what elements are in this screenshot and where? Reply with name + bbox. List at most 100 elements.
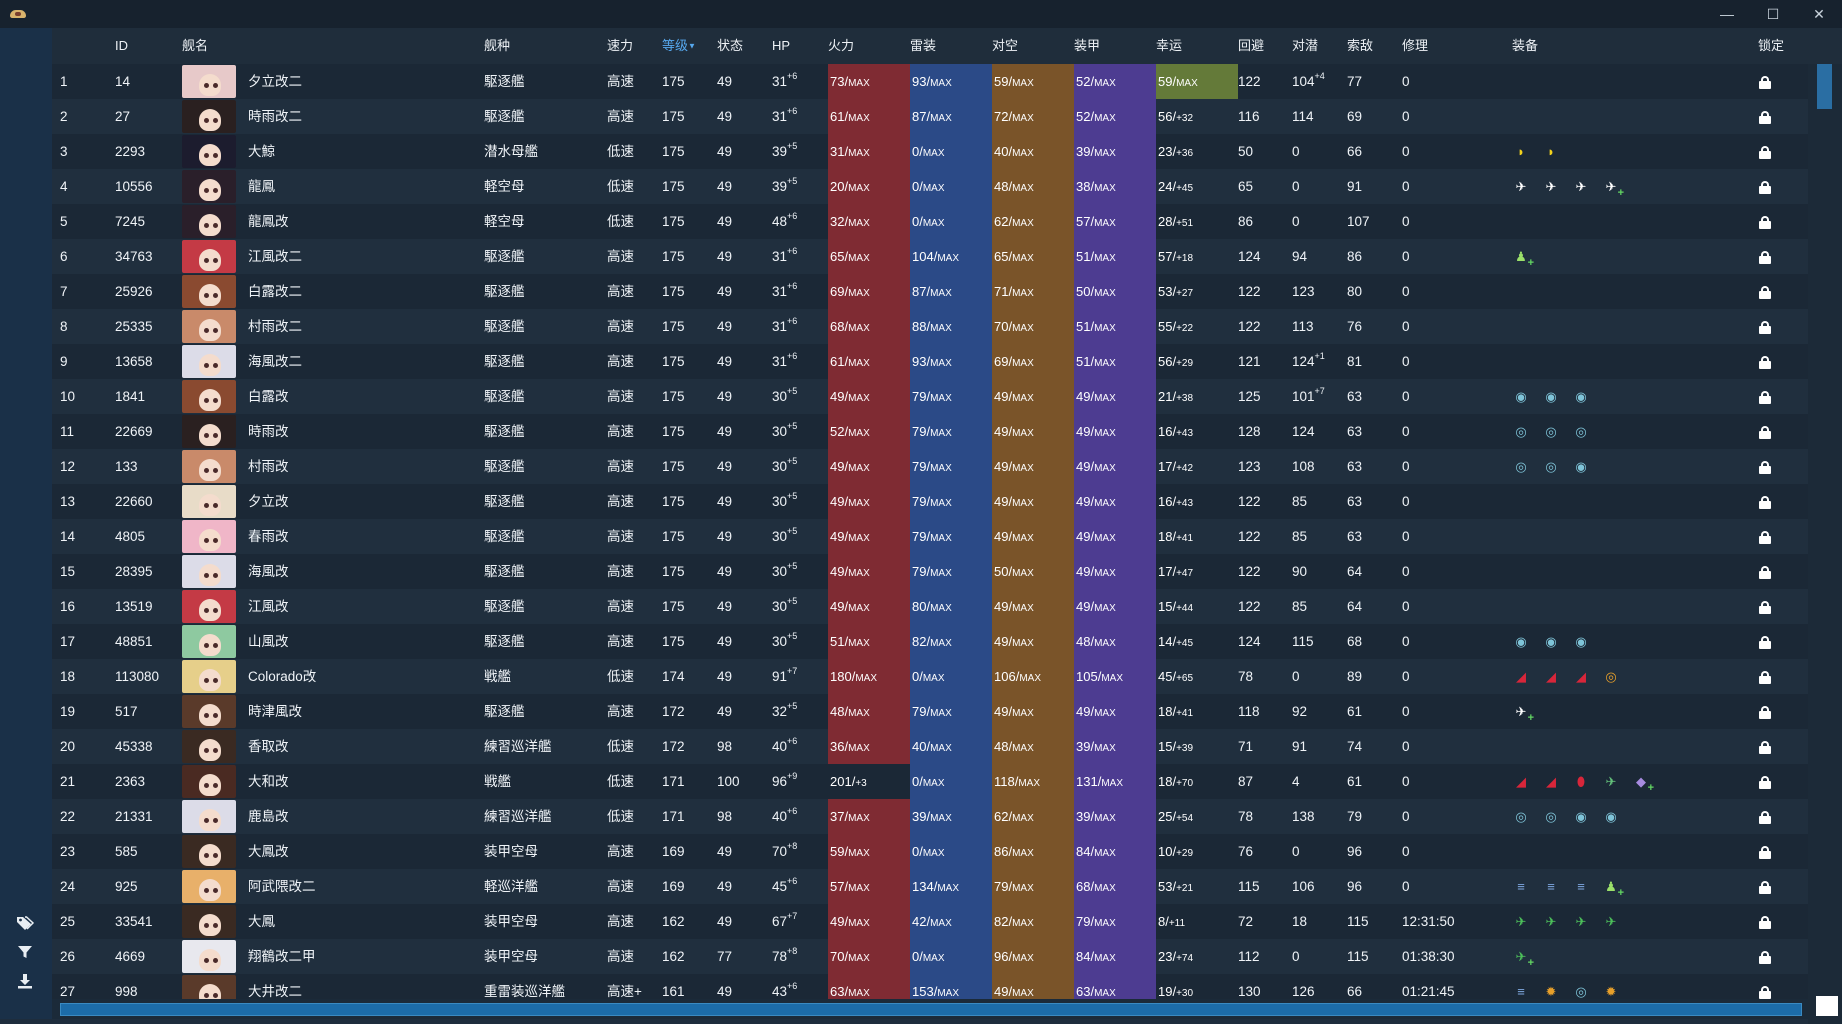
depth-charge-icon[interactable]: ◉ (1570, 806, 1592, 828)
lock-icon[interactable] (1759, 461, 1771, 474)
lock-icon[interactable] (1759, 146, 1771, 159)
header-speed[interactable]: 速力 (607, 38, 634, 53)
header-evasion[interactable]: 回避 (1238, 38, 1265, 53)
header-lock[interactable]: 锁定 (1758, 38, 1785, 53)
depth-charge-icon[interactable]: ◉ (1510, 631, 1532, 653)
header-hp[interactable]: HP (772, 38, 791, 53)
table-row[interactable]: 10 1841 白露改 駆逐艦 高速 175 49 30+5 49/MAX 79/MAX 49/MA… (52, 379, 1808, 414)
table-row[interactable]: 14 4805 春雨改 駆逐艦 高速 175 49 30+5 49/MAX 79/MAX 49/MA… (52, 519, 1808, 554)
header-los[interactable]: 索敌 (1347, 38, 1374, 53)
lock-icon[interactable] (1759, 426, 1771, 439)
table-row[interactable]: 18 113080 Colorado改 戦艦 低速 174 49 91+7 180/MAX 0/M… (52, 659, 1808, 694)
depth-charge-icon[interactable]: ◉ (1540, 631, 1562, 653)
fighter-plane-icon[interactable]: ✈ + (1510, 701, 1534, 724)
lock-icon[interactable] (1759, 671, 1771, 684)
depth-charge-icon[interactable]: ◉ (1570, 456, 1592, 478)
lock-icon[interactable] (1759, 531, 1771, 544)
table-row[interactable]: 3 2293 大鯨 潜水母艦 低速 175 49 39+5 31/MAX 0/MAX 40/MAX 3… (52, 134, 1808, 169)
header-equipment[interactable]: 装备 (1512, 38, 1539, 53)
header-condition[interactable]: 状态 (717, 38, 744, 53)
header-firepower[interactable]: 火力 (828, 38, 855, 53)
table-row[interactable]: 6 34763 江風改二 駆逐艦 高速 175 49 31+6 65/MAX 104/MAX 65/… (52, 239, 1808, 274)
table-row[interactable]: 1 14 夕立改二 駆逐艦 高速 175 49 31+6 73/MAX 93/MAX 59/MAX 5… (52, 64, 1808, 99)
sun-gear-icon[interactable]: ✹ (1600, 981, 1622, 1003)
lock-icon[interactable] (1759, 846, 1771, 859)
attacker-plane-icon[interactable]: ✈ (1600, 911, 1622, 933)
table-row[interactable]: 9 13658 海風改二 駆逐艦 高速 175 49 31+6 61/MAX 93/MAX 69/M… (52, 344, 1808, 379)
header-repair[interactable]: 修理 (1402, 38, 1429, 53)
bomber-plane-icon[interactable]: ✈ (1540, 911, 1562, 933)
torpedo-icon[interactable]: ≡ (1510, 981, 1532, 1003)
sonar-icon[interactable]: ◎ (1510, 421, 1532, 443)
fighter-plane-icon[interactable]: ✈ + (1510, 946, 1534, 969)
lock-icon[interactable] (1759, 811, 1771, 824)
lock-icon[interactable] (1759, 741, 1771, 754)
header-asw[interactable]: 对潜 (1292, 38, 1319, 53)
lock-icon[interactable] (1759, 776, 1771, 789)
table-row[interactable]: 16 13519 江風改 駆逐艦 高速 175 49 30+5 49/MAX 80/MAX 49/M… (52, 589, 1808, 624)
table-row[interactable]: 5 7245 龍鳳改 軽空母 低速 175 49 48+6 32/MAX 0/MAX 62/MAX 5… (52, 204, 1808, 239)
lock-icon[interactable] (1759, 881, 1771, 894)
table-row[interactable]: 22 21331 鹿島改 練習巡洋艦 低速 171 98 40+6 37/MAX 39/MAX 62… (52, 799, 1808, 834)
sonar-icon[interactable]: ◎ (1510, 456, 1532, 478)
lock-icon[interactable] (1759, 356, 1771, 369)
table-row[interactable]: 21 2363 大和改 戦艦 低速 171 100 96+9 201/+3 0/MAX 118/MA… (52, 764, 1808, 799)
lock-icon[interactable] (1759, 951, 1771, 964)
header-type[interactable]: 舰种 (484, 38, 511, 53)
lookout-personnel-icon[interactable]: ♟ + (1600, 876, 1624, 899)
tag-icon[interactable] (14, 912, 36, 934)
fighter-plane-icon[interactable]: ✈ (1540, 176, 1562, 198)
lock-icon[interactable] (1759, 566, 1771, 579)
fighter-plane-icon[interactable]: ✈ (1510, 911, 1532, 933)
lock-icon[interactable] (1759, 916, 1771, 929)
lock-icon[interactable] (1759, 286, 1771, 299)
sonar-icon[interactable]: ◎ (1540, 806, 1562, 828)
lock-icon[interactable] (1759, 251, 1771, 264)
searchlight-icon[interactable]: ◗ (1510, 141, 1532, 163)
fighter-plane-icon[interactable]: ✈ + (1600, 176, 1624, 199)
torpedo-icon[interactable]: ≡ (1540, 876, 1562, 898)
header-level[interactable]: 等级▼ (662, 28, 696, 64)
filter-icon[interactable] (14, 941, 36, 963)
horizontal-scroll-thumb[interactable] (60, 1003, 1802, 1016)
table-row[interactable]: 7 25926 白露改二 駆逐艦 高速 175 49 31+6 69/MAX 87/MAX 71/M… (52, 274, 1808, 309)
vertical-scroll-thumb[interactable] (1817, 64, 1832, 109)
lock-icon[interactable] (1759, 986, 1771, 999)
fighter-plane-icon[interactable]: ✈ (1570, 176, 1592, 198)
vertical-scrollbar[interactable] (1808, 64, 1842, 1024)
table-row[interactable]: 11 22669 時雨改 駆逐艦 高速 175 49 30+5 52/MAX 79/MAX 49/M… (52, 414, 1808, 449)
lock-icon[interactable] (1759, 636, 1771, 649)
torpedo-icon[interactable]: ≡ (1510, 876, 1532, 898)
table-row[interactable]: 13 22660 夕立改 駆逐艦 高速 175 49 30+5 49/MAX 79/MAX 49/M… (52, 484, 1808, 519)
large-gun-icon[interactable]: ◢ (1510, 771, 1532, 793)
depth-charge-icon[interactable]: ◉ (1540, 386, 1562, 408)
table-row[interactable]: 15 28395 海風改 駆逐艦 高速 175 49 30+5 49/MAX 79/MAX 50/M… (52, 554, 1808, 589)
minimize-button[interactable]: — (1720, 6, 1734, 22)
torpedo-icon[interactable]: ≡ (1570, 876, 1592, 898)
lock-icon[interactable] (1759, 601, 1771, 614)
depth-charge-icon[interactable]: ◉ (1570, 631, 1592, 653)
table-row[interactable]: 19 517 時津風改 駆逐艦 高速 172 49 32+5 48/MAX 79/MAX 49/MA… (52, 694, 1808, 729)
large-gun-icon[interactable]: ◢ (1570, 666, 1592, 688)
sonar-icon[interactable]: ◎ (1570, 981, 1592, 1003)
table-row[interactable]: 12 133 村雨改 駆逐艦 高速 175 49 30+5 49/MAX 79/MAX 49/MAX… (52, 449, 1808, 484)
table-row[interactable]: 4 10556 龍鳳 軽空母 低速 175 49 39+5 20/MAX 0/MAX 48/MAX 3… (52, 169, 1808, 204)
lock-icon[interactable] (1759, 706, 1771, 719)
lock-icon[interactable] (1759, 216, 1771, 229)
sonar-icon[interactable]: ◎ (1570, 421, 1592, 443)
table-row[interactable]: 2 27 時雨改二 駆逐艦 高速 175 49 31+6 61/MAX 87/MAX 72/MAX 5… (52, 99, 1808, 134)
lookout-personnel-icon[interactable]: ♟ + (1510, 246, 1534, 269)
table-row[interactable]: 20 45338 香取改 練習巡洋艦 低速 172 98 40+6 36/MAX 40/MAX 48… (52, 729, 1808, 764)
large-gun-icon[interactable]: ◢ (1540, 666, 1562, 688)
lock-icon[interactable] (1759, 391, 1771, 404)
maximize-button[interactable]: ☐ (1766, 5, 1780, 22)
lock-icon[interactable] (1759, 76, 1771, 89)
table-row[interactable]: 24 925 阿武隈改二 軽巡洋艦 高速 169 49 45+6 57/MAX 134/MAX 79… (52, 869, 1808, 904)
ap-shell-icon[interactable]: ⬮ (1570, 771, 1592, 793)
lock-icon[interactable] (1759, 181, 1771, 194)
sonar-icon[interactable]: ◎ (1510, 806, 1532, 828)
sun-gear-icon[interactable]: ✹ (1540, 981, 1562, 1003)
header-name[interactable]: 舰名 (182, 38, 209, 53)
medal-icon[interactable]: ◆ + (1630, 771, 1654, 794)
depth-charge-icon[interactable]: ◉ (1510, 386, 1532, 408)
